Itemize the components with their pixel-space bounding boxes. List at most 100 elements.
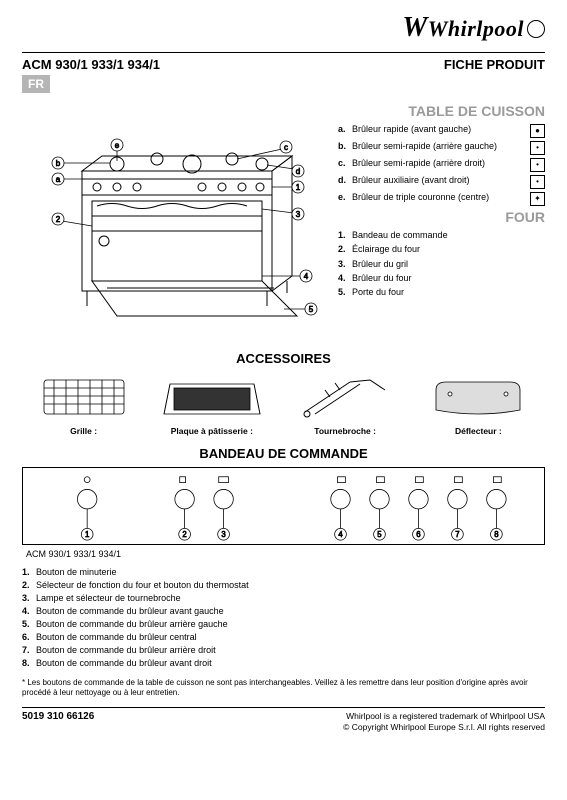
burner-icon: •	[530, 141, 545, 155]
footer: 5019 310 66126 Whirlpool is a registered…	[22, 707, 545, 733]
four-text: Éclairage du four	[352, 244, 545, 255]
svg-text:b: b	[56, 159, 61, 168]
four-text: Brûleur du four	[352, 273, 545, 284]
burner-icon: ●	[530, 124, 545, 138]
accessory-label: Déflecteur :	[428, 426, 528, 436]
four-key: 4.	[338, 273, 352, 284]
svg-text:4: 4	[304, 272, 309, 281]
bandeau-n: 6.	[22, 632, 36, 642]
four-text: Bandeau de commande	[352, 230, 545, 241]
cuisson-item: b. Brûleur semi-rapide (arrière gauche) …	[338, 141, 545, 155]
footer-legal: © Copyright Whirlpool Europe S.r.l. All …	[343, 722, 545, 733]
svg-text:8: 8	[494, 530, 498, 539]
svg-text:5: 5	[309, 305, 314, 314]
bandeau-item: 2.Sélecteur de fonction du four et bouto…	[22, 580, 545, 590]
accessory-label: Tournebroche :	[295, 426, 395, 436]
four-item: 5. Porte du four	[338, 287, 545, 298]
svg-text:d: d	[296, 167, 300, 176]
svg-text:5: 5	[377, 530, 381, 539]
bandeau-n: 7.	[22, 645, 36, 655]
four-item: 3. Brûleur du gril	[338, 259, 545, 270]
svg-text:3: 3	[296, 210, 301, 219]
accessory-plaque: Plaque à pâtisserie :	[162, 372, 262, 436]
accessory-tournebroche: Tournebroche :	[295, 372, 395, 436]
svg-text:2: 2	[182, 530, 186, 539]
four-item: 4. Brûleur du four	[338, 273, 545, 284]
accessory-label: Plaque à pâtisserie :	[162, 426, 262, 436]
svg-text:c: c	[284, 143, 288, 152]
model-number: ACM 930/1 933/1 934/1	[22, 57, 160, 72]
bandeau-n: 3.	[22, 593, 36, 603]
cuisson-text: Brûleur semi-rapide (arrière droit)	[352, 158, 526, 172]
footer-legal: Whirlpool is a registered trademark of W…	[343, 711, 545, 722]
page-title: FICHE PRODUIT	[444, 57, 545, 72]
cuisson-key: c.	[338, 158, 352, 172]
bandeau-text: Lampe et sélecteur de tournebroche	[36, 593, 181, 603]
burner-icon: •	[530, 175, 545, 189]
header-row: ACM 930/1 933/1 934/1 FICHE PRODUIT	[22, 52, 545, 72]
bandeau-text: Bouton de commande du brûleur avant gauc…	[36, 606, 224, 616]
language-badge: FR	[22, 75, 50, 93]
accessories-row: Grille : Plaque à pâtisserie : Tournebro…	[22, 372, 545, 436]
brand-text: Whirlpool	[428, 16, 524, 42]
brand-logo: WWhirlpool	[402, 12, 545, 44]
bandeau-title: BANDEAU DE COMMANDE	[22, 446, 545, 461]
control-panel-diagram: 1 2 3 4 5 6 7 8	[22, 467, 545, 545]
bandeau-text: Bouton de commande du brûleur central	[36, 632, 197, 642]
cuisson-text: Brûleur de triple couronne (centre)	[352, 192, 526, 206]
accessory-label: Grille :	[39, 426, 129, 436]
burner-icon: ✦	[530, 192, 545, 206]
four-text: Porte du four	[352, 287, 545, 298]
svg-text:2: 2	[56, 215, 61, 224]
panel-model: ACM 930/1 933/1 934/1	[26, 549, 545, 559]
footnote: * Les boutons de commande de la table de…	[22, 678, 545, 699]
bandeau-n: 5.	[22, 619, 36, 629]
svg-text:e: e	[115, 141, 120, 150]
svg-text:4: 4	[338, 530, 343, 539]
accessory-grille: Grille :	[39, 372, 129, 436]
svg-text:3: 3	[221, 530, 225, 539]
bandeau-n: 2.	[22, 580, 36, 590]
bandeau-n: 4.	[22, 606, 36, 616]
svg-text:6: 6	[416, 530, 420, 539]
four-key: 3.	[338, 259, 352, 270]
accessory-deflecteur: Déflecteur :	[428, 372, 528, 436]
bandeau-text: Sélecteur de fonction du four et bouton …	[36, 580, 249, 590]
cuisson-key: e.	[338, 192, 352, 206]
svg-text:a: a	[56, 175, 61, 184]
cuisson-title: TABLE DE CUISSON	[338, 103, 545, 119]
four-key: 1.	[338, 230, 352, 241]
cuisson-item: e. Brûleur de triple couronne (centre) ✦	[338, 192, 545, 206]
bandeau-n: 1.	[22, 567, 36, 577]
bandeau-text: Bouton de minuterie	[36, 567, 117, 577]
four-item: 2. Éclairage du four	[338, 244, 545, 255]
four-key: 5.	[338, 287, 352, 298]
bandeau-text: Bouton de commande du brûleur avant droi…	[36, 658, 212, 668]
four-key: 2.	[338, 244, 352, 255]
bandeau-text: Bouton de commande du brûleur arrière ga…	[36, 619, 228, 629]
svg-text:1: 1	[85, 530, 89, 539]
four-item: 1. Bandeau de commande	[338, 230, 545, 241]
four-title: FOUR	[338, 209, 545, 225]
bandeau-text: Bouton de commande du brûleur arrière dr…	[36, 645, 216, 655]
bandeau-item: 1.Bouton de minuterie	[22, 567, 545, 577]
cuisson-key: d.	[338, 175, 352, 189]
bandeau-item: 3.Lampe et sélecteur de tournebroche	[22, 593, 545, 603]
cuisson-text: Brûleur semi-rapide (arrière gauche)	[352, 141, 526, 155]
oven-diagram: e b a c d 1 2 3 4 5	[22, 101, 332, 341]
cuisson-key: a.	[338, 124, 352, 138]
bandeau-n: 8.	[22, 658, 36, 668]
cuisson-item: c. Brûleur semi-rapide (arrière droit) •	[338, 158, 545, 172]
cuisson-item: d. Brûleur auxiliaire (avant droit) •	[338, 175, 545, 189]
cuisson-item: a. Brûleur rapide (avant gauche) ●	[338, 124, 545, 138]
cuisson-text: Brûleur rapide (avant gauche)	[352, 124, 526, 138]
bandeau-list: 1.Bouton de minuterie 2.Sélecteur de fon…	[22, 567, 545, 668]
svg-text:1: 1	[296, 183, 301, 192]
bandeau-item: 5.Bouton de commande du brûleur arrière …	[22, 619, 545, 629]
footer-code: 5019 310 66126	[22, 711, 94, 733]
legend-area: TABLE DE CUISSON a. Brûleur rapide (avan…	[332, 101, 545, 341]
cuisson-text: Brûleur auxiliaire (avant droit)	[352, 175, 526, 189]
bandeau-item: 4.Bouton de commande du brûleur avant ga…	[22, 606, 545, 616]
cuisson-key: b.	[338, 141, 352, 155]
accessories-title: ACCESSOIRES	[22, 351, 545, 366]
